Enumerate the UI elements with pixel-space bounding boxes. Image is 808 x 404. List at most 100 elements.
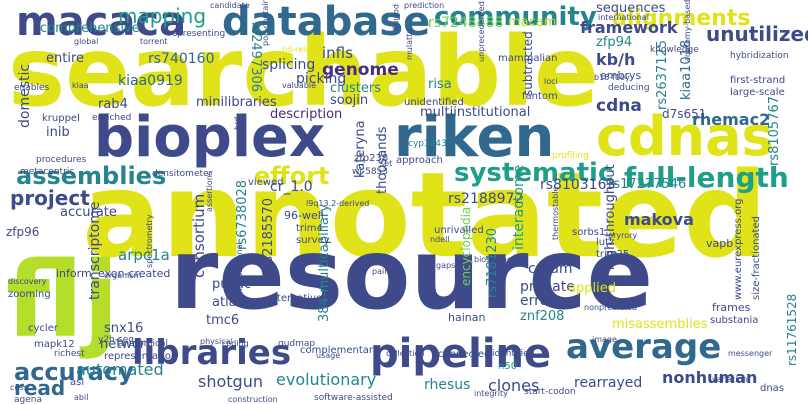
word: primate bbox=[520, 279, 575, 295]
word: macaca bbox=[16, 0, 187, 45]
word: unutilized bbox=[706, 22, 808, 46]
word: enables bbox=[14, 83, 50, 93]
word: zfp238 bbox=[354, 153, 389, 164]
word: effort bbox=[254, 162, 330, 190]
word: kruppel bbox=[42, 113, 80, 124]
word: set bbox=[380, 159, 393, 168]
word: cyp3a43 bbox=[408, 139, 447, 149]
word: 96-well bbox=[284, 209, 324, 222]
word: candidate bbox=[210, 1, 250, 10]
word: corum bbox=[528, 261, 573, 277]
word: rs2185570 bbox=[261, 197, 276, 268]
word: searchable bbox=[8, 16, 600, 128]
word: pop-containing bbox=[261, 0, 270, 46]
word: www.eurexpress.org bbox=[733, 198, 744, 300]
word: brd bbox=[233, 116, 242, 130]
word: framework bbox=[580, 18, 678, 37]
word: unprecedented bbox=[477, 1, 486, 62]
word: average bbox=[566, 327, 722, 367]
word: abil bbox=[74, 393, 89, 402]
word: ndell bbox=[430, 235, 450, 244]
word: trim25 bbox=[596, 249, 630, 260]
word: network bbox=[100, 337, 153, 352]
word: rs8105767 bbox=[767, 95, 782, 166]
word: project bbox=[10, 186, 90, 210]
word: international bbox=[598, 13, 649, 22]
word: cr_1.0 bbox=[270, 179, 313, 195]
word: construction bbox=[228, 395, 278, 404]
word: znf208 bbox=[520, 309, 565, 324]
word: comprehensive bbox=[40, 21, 140, 36]
word: collection bbox=[386, 349, 425, 358]
word: infls bbox=[322, 44, 353, 62]
word: approach bbox=[396, 155, 443, 166]
word: systematic bbox=[454, 158, 614, 188]
word: vapb bbox=[706, 237, 734, 250]
word: zap bbox=[420, 255, 435, 264]
word: zfp96 bbox=[6, 225, 40, 239]
word: snx16 bbox=[104, 321, 144, 336]
word: hainan bbox=[448, 311, 486, 324]
word: l9q13.2-derived bbox=[306, 199, 370, 208]
word: image bbox=[592, 335, 617, 344]
word: domestic bbox=[17, 63, 33, 128]
word: public bbox=[212, 277, 252, 292]
word: mapk12 bbox=[34, 339, 75, 350]
word: substania bbox=[710, 315, 759, 326]
word: first-strand bbox=[730, 75, 786, 86]
word: mammalian bbox=[498, 53, 558, 64]
word: nd-related bbox=[282, 45, 324, 54]
word: interactome bbox=[511, 164, 527, 250]
word: assemblies bbox=[16, 162, 167, 190]
word: sequences bbox=[596, 1, 666, 16]
word: clones bbox=[488, 376, 540, 395]
word: multiinstitutional bbox=[420, 105, 531, 120]
word: coding bbox=[222, 339, 249, 348]
word: cdss bbox=[10, 383, 28, 392]
word: software-assisted bbox=[314, 393, 393, 403]
word: frames bbox=[712, 301, 751, 314]
word: kb/h bbox=[596, 50, 636, 69]
word: atlas bbox=[212, 295, 244, 310]
word: anatomical bbox=[118, 339, 169, 349]
word: rs2188972 bbox=[448, 191, 524, 207]
word: enriched bbox=[92, 113, 132, 123]
word: messenger bbox=[728, 349, 773, 358]
word: minilibraries bbox=[196, 95, 277, 110]
word: prediction bbox=[404, 1, 445, 10]
word: full-length bbox=[624, 161, 789, 194]
word: n50 bbox=[498, 361, 518, 372]
word: nonhuman bbox=[662, 368, 758, 387]
word: pairs bbox=[372, 267, 392, 276]
word: richest bbox=[54, 349, 85, 359]
word: integrity bbox=[474, 389, 508, 398]
word: subtracted bbox=[521, 31, 535, 96]
word: transcriptome bbox=[87, 201, 103, 300]
word: trim4 bbox=[296, 223, 323, 234]
word: shotgun bbox=[198, 372, 263, 391]
word: gudmap bbox=[278, 339, 316, 349]
word: rs6738028 bbox=[235, 179, 250, 250]
word: resource bbox=[170, 218, 654, 332]
word: start-codon bbox=[524, 387, 576, 397]
word: libraries bbox=[132, 333, 292, 373]
word: bioplex bbox=[94, 105, 326, 170]
word: splicing bbox=[262, 57, 316, 73]
word: hybridization bbox=[730, 51, 789, 61]
word: global bbox=[74, 37, 99, 46]
word: picking bbox=[296, 71, 347, 87]
word: polling bbox=[392, 4, 401, 31]
word: d7s651 bbox=[662, 107, 707, 121]
word: zfp94 bbox=[596, 35, 633, 50]
word: wi-5853 bbox=[352, 167, 389, 177]
word: loci bbox=[544, 77, 558, 86]
word: rab4 bbox=[98, 97, 128, 112]
word: embrys bbox=[600, 69, 642, 82]
word: agena bbox=[14, 395, 42, 404]
word: rhemac2 bbox=[692, 110, 771, 129]
word: usage bbox=[316, 351, 341, 360]
word: discovery bbox=[8, 277, 47, 286]
word: torrent bbox=[140, 37, 168, 46]
word: fantom bbox=[522, 91, 558, 102]
word: asl bbox=[70, 377, 85, 388]
